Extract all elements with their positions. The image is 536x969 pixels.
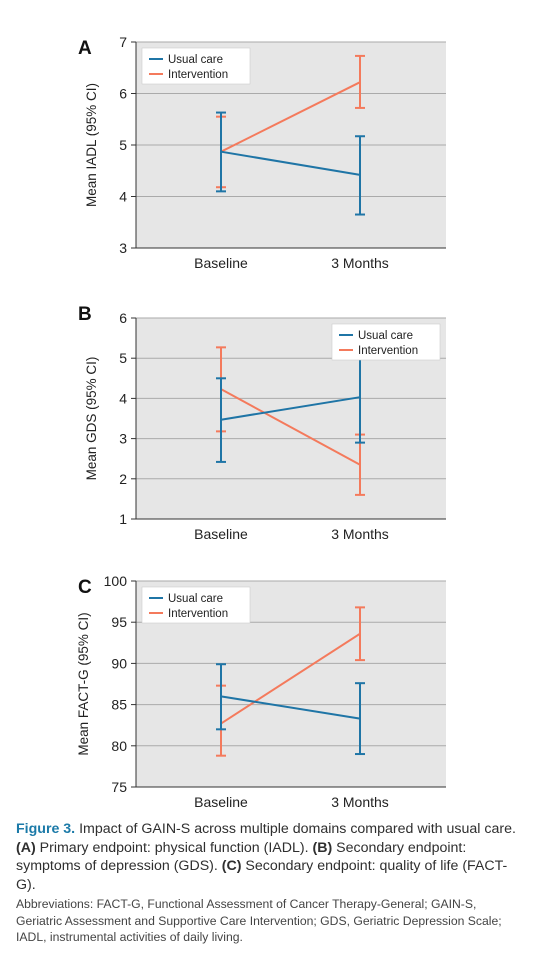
legend-label: Intervention	[168, 608, 228, 620]
legend-label: Intervention	[358, 345, 418, 357]
y-tick-label: 6	[119, 310, 127, 326]
x-tick-label: Baseline	[194, 526, 248, 542]
x-tick-label: Baseline	[194, 255, 248, 271]
caption-ref-b: (B)	[312, 839, 333, 856]
x-tick-label: Baseline	[194, 794, 248, 810]
y-tick-label: 4	[119, 390, 127, 406]
y-axis-label: Mean FACT-G (95% CI)	[76, 612, 91, 755]
y-tick-label: 100	[104, 573, 128, 589]
caption-text-3: Secondary endpoint: symptoms of depressi…	[16, 839, 467, 875]
legend-label: Usual care	[168, 593, 223, 605]
legend: Usual care Intervention	[331, 323, 441, 361]
x-tick-label: 3 Months	[331, 255, 389, 271]
series-line-intervention	[220, 632, 361, 725]
y-tick-label: 7	[119, 34, 127, 50]
chart-panel-b: 1 2 3 4 5 6 Baseline 3 Months Mean GDS (95% CI) B…	[78, 304, 446, 542]
y-tick-label: 75	[111, 779, 127, 795]
x-tick-label: 3 Months	[331, 794, 389, 810]
figure-label: Figure 3.	[16, 821, 76, 837]
chart-panel-a: 3 4 5 6 7 Baseline 3 Months Mean IADL (95% CI) A…	[78, 34, 446, 271]
series-line-usual-care	[220, 150, 361, 176]
series-line-usual-care	[220, 396, 361, 421]
caption-ref-a: (A)	[16, 839, 36, 856]
y-tick-label: 5	[119, 350, 127, 366]
y-tick-label: 6	[119, 86, 127, 102]
y-tick-label: 4	[119, 189, 127, 205]
chart-canvas: 3 4 5 6 7 Baseline 3 Months Mean IADL (95% CI) A…	[76, 34, 446, 810]
panel-letter: C	[78, 577, 92, 598]
caption-text-4: Secondary endpoint: quality of life (FAC…	[16, 858, 508, 893]
series-line-intervention	[220, 388, 361, 466]
legend: Usual care Intervention	[141, 47, 251, 85]
legend-label: Usual care	[168, 54, 223, 66]
caption-text-2: Primary endpoint: physical function (IAD…	[35, 839, 313, 856]
caption-abbreviations: Abbreviations: FACT-G, Functional Assess…	[16, 897, 502, 944]
y-axis-label: Mean IADL (95% CI)	[84, 83, 99, 207]
legend-box	[331, 323, 441, 361]
legend-box	[141, 47, 251, 85]
panel-letter: A	[78, 38, 92, 59]
y-tick-label: 3	[119, 431, 127, 447]
y-tick-label: 80	[111, 738, 127, 754]
legend: Usual care Intervention	[141, 586, 251, 624]
y-tick-label: 5	[119, 137, 127, 153]
legend-label: Intervention	[168, 69, 228, 81]
caption-ref-c: (C)	[221, 858, 242, 874]
chart-panel-c: 75 80 85 90 95 100 Baseline 3 Months Mean FACT-G…	[76, 573, 446, 810]
legend-box	[141, 586, 251, 624]
y-tick-label: 95	[111, 614, 127, 630]
figure-caption: Figure 3. Impact of GAIN-S across multip…	[16, 820, 522, 946]
y-tick-label: 3	[119, 240, 127, 256]
series-line-intervention	[220, 81, 361, 153]
series-line-usual-care	[220, 695, 361, 720]
caption-text-1: Impact of GAIN-S across multiple domains…	[75, 821, 516, 837]
caption-main: Figure 3. Impact of GAIN-S across multip…	[16, 820, 522, 894]
legend-label: Usual care	[358, 330, 413, 342]
y-axis-label: Mean GDS (95% CI)	[84, 357, 99, 481]
y-tick-label: 2	[119, 471, 127, 487]
figure-charts: 3 4 5 6 7 Baseline 3 Months Mean IADL (95% CI) A…	[76, 34, 446, 810]
y-tick-label: 85	[111, 697, 127, 713]
panel-letter: B	[78, 304, 92, 325]
y-tick-label: 1	[119, 511, 127, 527]
x-tick-label: 3 Months	[331, 526, 389, 542]
y-tick-label: 90	[111, 655, 127, 671]
